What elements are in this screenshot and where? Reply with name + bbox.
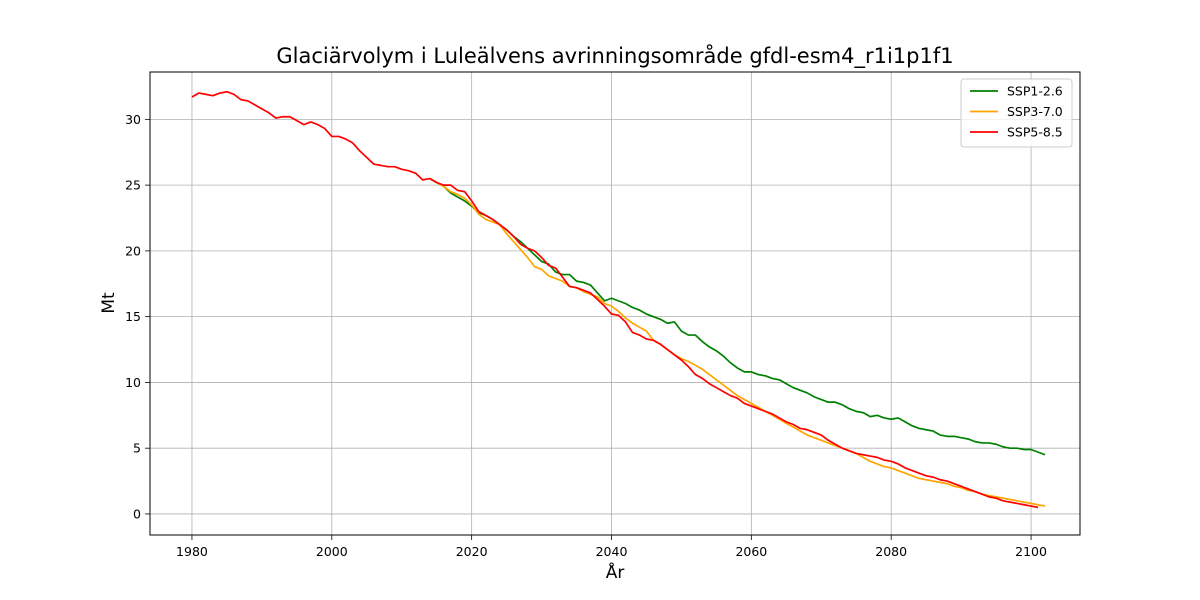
x-tick-label: 2060 bbox=[735, 544, 767, 559]
x-tick-label: 2040 bbox=[596, 544, 628, 559]
legend-label: SSP1-2.6 bbox=[1007, 84, 1063, 99]
axis-ticks: 1980 2000 2020 2040 2060 2080 2100 0 5 10 15 20 25 30 bbox=[125, 112, 1047, 559]
x-axis-label: År bbox=[606, 561, 625, 583]
legend-box bbox=[960, 78, 1073, 148]
y-axis-label: Mt bbox=[99, 292, 119, 314]
series-line-ssp1-2-6 bbox=[429, 177, 1046, 456]
series-line-ssp3-7-0 bbox=[429, 177, 1046, 507]
chart-title: Glaciärvolym i Luleälvens avrinningsområ… bbox=[276, 43, 953, 69]
y-tick-label: 5 bbox=[133, 441, 141, 456]
plot-frame bbox=[149, 71, 1081, 536]
historical-line bbox=[191, 90, 430, 181]
y-tick-label: 20 bbox=[125, 243, 141, 258]
y-tick-label: 25 bbox=[125, 178, 141, 193]
y-tick-label: 10 bbox=[125, 375, 141, 390]
grid bbox=[150, 72, 1080, 535]
x-tick-label: 2020 bbox=[456, 544, 488, 559]
x-tick-label: 2100 bbox=[1015, 544, 1047, 559]
y-tick-label: 15 bbox=[125, 309, 141, 324]
legend: SSP1-2.6 SSP3-7.0 SSP5-8.5 bbox=[960, 78, 1073, 148]
y-tick-label: 0 bbox=[133, 506, 141, 521]
series-line-ssp5-8-5 bbox=[429, 177, 1039, 509]
x-tick-label: 1980 bbox=[176, 544, 208, 559]
x-tick-label: 2000 bbox=[316, 544, 348, 559]
legend-label: SSP5-8.5 bbox=[1007, 125, 1063, 140]
x-tick-label: 2080 bbox=[875, 544, 907, 559]
legend-label: SSP3-7.0 bbox=[1007, 104, 1063, 119]
y-tick-label: 30 bbox=[125, 112, 141, 127]
series-lines bbox=[191, 90, 1046, 509]
